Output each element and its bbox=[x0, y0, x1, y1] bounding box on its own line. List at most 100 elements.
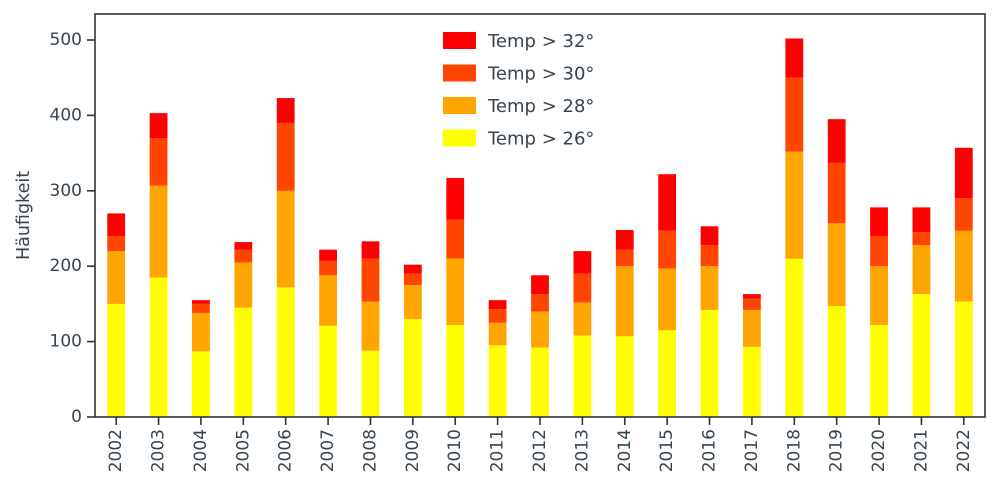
bar-segment bbox=[319, 249, 337, 261]
bar-segment bbox=[954, 301, 973, 417]
bar-segment bbox=[446, 325, 465, 417]
y-tick-label: 300 bbox=[50, 181, 82, 201]
bar-segment bbox=[234, 307, 253, 417]
bar-segment bbox=[827, 223, 846, 307]
bar-segment bbox=[149, 185, 168, 278]
bar-segment bbox=[912, 207, 931, 233]
bar-segment bbox=[531, 275, 549, 295]
bar-segment bbox=[192, 303, 210, 313]
x-tick-label: 2003 bbox=[149, 429, 169, 472]
y-tick-label: 200 bbox=[50, 256, 82, 276]
bar-segment bbox=[870, 266, 888, 326]
bar-segment bbox=[192, 312, 210, 352]
bar-segment bbox=[488, 309, 507, 323]
bar-segment bbox=[700, 309, 719, 417]
bar-segment bbox=[234, 242, 253, 250]
bar-segment bbox=[912, 245, 931, 295]
bar-segment bbox=[870, 325, 888, 417]
bar-segment bbox=[870, 236, 888, 267]
bar-segment bbox=[573, 251, 592, 274]
x-tick-label: 2018 bbox=[784, 429, 804, 472]
bar-segment bbox=[573, 302, 592, 336]
x-tick-label: 2021 bbox=[911, 429, 931, 472]
bar-segment bbox=[446, 258, 465, 326]
x-tick-label: 2007 bbox=[318, 429, 338, 472]
bar-segment bbox=[361, 258, 380, 302]
bar-segment bbox=[361, 241, 380, 259]
x-tick-label: 2008 bbox=[360, 429, 380, 472]
x-tick-label: 2017 bbox=[742, 429, 762, 472]
bar-segment bbox=[149, 113, 168, 139]
bar-segment bbox=[234, 262, 253, 308]
bar-segment bbox=[658, 330, 677, 417]
legend-swatch bbox=[443, 129, 476, 147]
bar-segment bbox=[870, 207, 888, 237]
bar-segment bbox=[531, 347, 549, 417]
y-tick-label: 400 bbox=[50, 105, 82, 125]
bar-segment bbox=[403, 318, 422, 417]
bar-segment bbox=[700, 245, 719, 267]
legend-label: Temp > 28° bbox=[487, 96, 594, 117]
bar-segment bbox=[785, 77, 804, 152]
bar-segment bbox=[658, 268, 677, 331]
bar-segment bbox=[107, 213, 126, 237]
bar-segment bbox=[531, 311, 549, 348]
bar-segment bbox=[743, 298, 761, 310]
bar-segment bbox=[615, 249, 634, 267]
y-axis-label: Häufigkeit bbox=[14, 171, 34, 260]
bar-segment bbox=[615, 336, 634, 417]
bar-segment bbox=[954, 230, 973, 302]
bar-segment bbox=[276, 287, 295, 417]
bar-segment bbox=[234, 249, 253, 263]
x-tick-label: 2002 bbox=[106, 429, 126, 472]
legend-swatch bbox=[443, 64, 476, 82]
legend-label: Temp > 32° bbox=[487, 31, 594, 52]
legend-swatch bbox=[443, 32, 476, 49]
bar-segment bbox=[446, 177, 465, 220]
x-tick-label: 2019 bbox=[827, 429, 847, 472]
bar-segment bbox=[403, 285, 422, 319]
bar-segment bbox=[149, 138, 168, 186]
bar-segment bbox=[954, 147, 973, 199]
bar-segment bbox=[276, 98, 295, 123]
legend-label: Temp > 30° bbox=[487, 64, 594, 85]
bar-segment bbox=[488, 322, 507, 346]
bar-segment bbox=[743, 346, 761, 417]
y-tick-label: 500 bbox=[50, 30, 82, 50]
bar-segment bbox=[319, 325, 337, 417]
bar-segment bbox=[827, 119, 846, 163]
bar-segment bbox=[573, 335, 592, 417]
bar-segment bbox=[827, 306, 846, 417]
y-tick-label: 100 bbox=[50, 332, 82, 352]
x-tick-label: 2012 bbox=[530, 429, 550, 472]
bar-segment bbox=[107, 236, 126, 252]
bar-segment bbox=[192, 300, 210, 304]
bar-segment bbox=[192, 351, 210, 417]
y-tick-label: 0 bbox=[71, 407, 82, 427]
bar-segment bbox=[319, 260, 337, 276]
x-tick-label: 2016 bbox=[700, 429, 720, 472]
bar-segment bbox=[403, 264, 422, 274]
bar-segment bbox=[912, 232, 931, 246]
x-tick-label: 2006 bbox=[276, 429, 296, 472]
bar-segment bbox=[700, 266, 719, 310]
bar-segment bbox=[912, 294, 931, 417]
bar-segment bbox=[403, 273, 422, 286]
bar-segment bbox=[785, 258, 804, 417]
bar-segment bbox=[954, 198, 973, 231]
bar-segment bbox=[531, 294, 549, 312]
x-tick-label: 2013 bbox=[572, 429, 592, 472]
bar-segment bbox=[658, 174, 677, 231]
legend-swatch bbox=[443, 97, 476, 114]
bar-segment bbox=[743, 309, 761, 347]
x-tick-label: 2022 bbox=[954, 429, 974, 472]
x-tick-label: 2014 bbox=[615, 429, 635, 472]
x-tick-label: 2010 bbox=[445, 429, 465, 472]
bar-segment bbox=[276, 122, 295, 191]
bar-segment bbox=[488, 300, 507, 310]
bar-segment bbox=[361, 350, 380, 417]
bar-segment bbox=[785, 38, 804, 78]
bar-segment bbox=[107, 303, 126, 417]
x-tick-label: 2011 bbox=[488, 429, 508, 472]
